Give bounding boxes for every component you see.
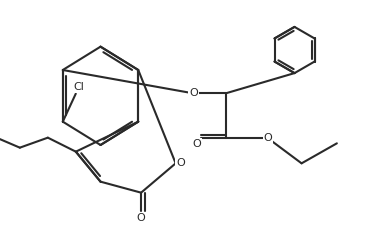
Text: O: O <box>264 133 272 143</box>
Text: O: O <box>137 213 146 223</box>
Text: O: O <box>176 158 185 168</box>
Text: O: O <box>189 88 197 98</box>
Text: Cl: Cl <box>73 82 84 92</box>
Text: O: O <box>193 139 201 149</box>
